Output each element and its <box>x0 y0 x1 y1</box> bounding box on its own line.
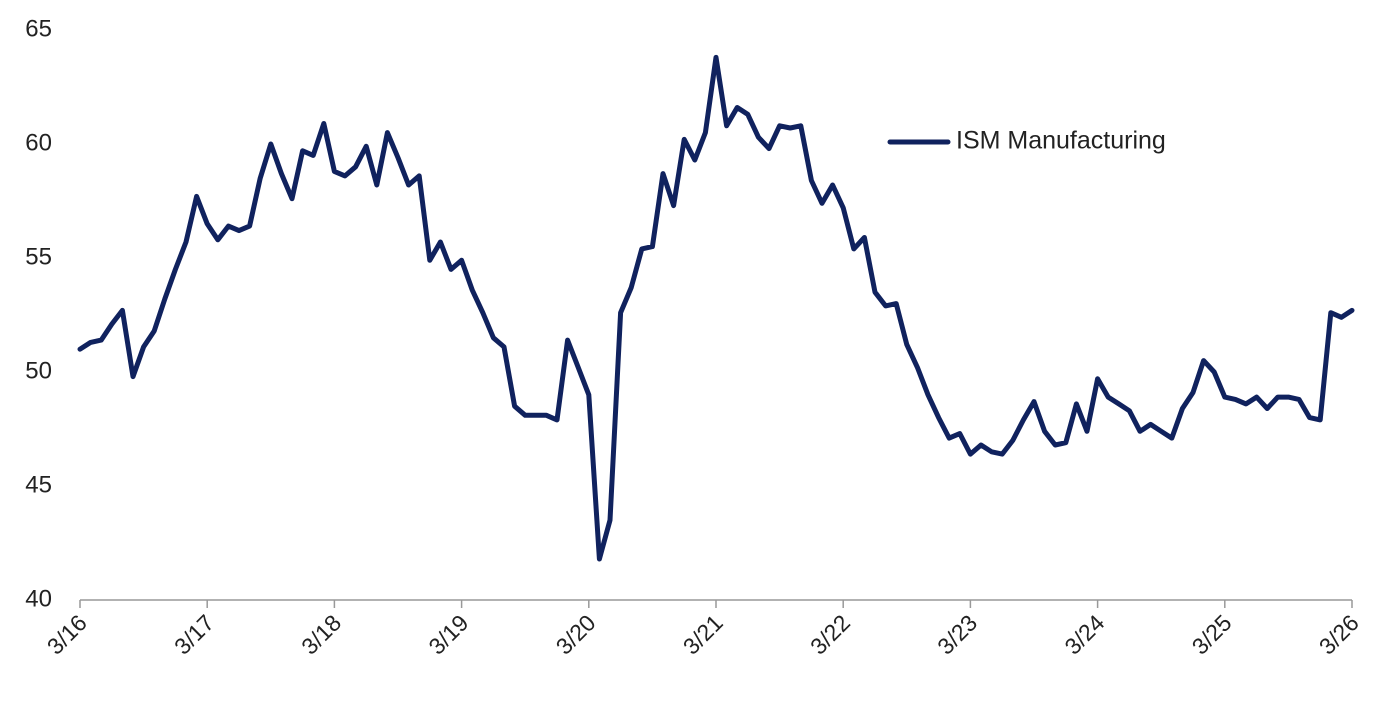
y-tick-label: 45 <box>25 471 52 498</box>
x-tick-label: 3/20 <box>551 609 601 659</box>
x-tick-label: 3/26 <box>1314 609 1364 659</box>
x-tick-label: 3/21 <box>678 609 728 659</box>
y-tick-label: 65 <box>25 15 52 42</box>
x-tick-label: 3/23 <box>932 609 982 659</box>
y-tick-label: 40 <box>25 585 52 612</box>
line <box>77 54 1355 562</box>
y-tick-label: 50 <box>25 357 52 384</box>
x-tick-label: 3/16 <box>42 609 92 659</box>
x-tick-label: 3/24 <box>1059 609 1109 659</box>
legend-label: ISM Manufacturing <box>956 127 1166 155</box>
x-tick-label: 3/25 <box>1187 609 1237 659</box>
x-tick-label: 3/17 <box>169 609 219 659</box>
y-tick-label: 55 <box>25 243 52 270</box>
y-tick-label: 60 <box>25 129 52 156</box>
x-tick-label: 3/18 <box>296 609 346 659</box>
x-tick-label: 3/19 <box>423 609 473 659</box>
x-tick-label: 3/22 <box>805 609 855 659</box>
